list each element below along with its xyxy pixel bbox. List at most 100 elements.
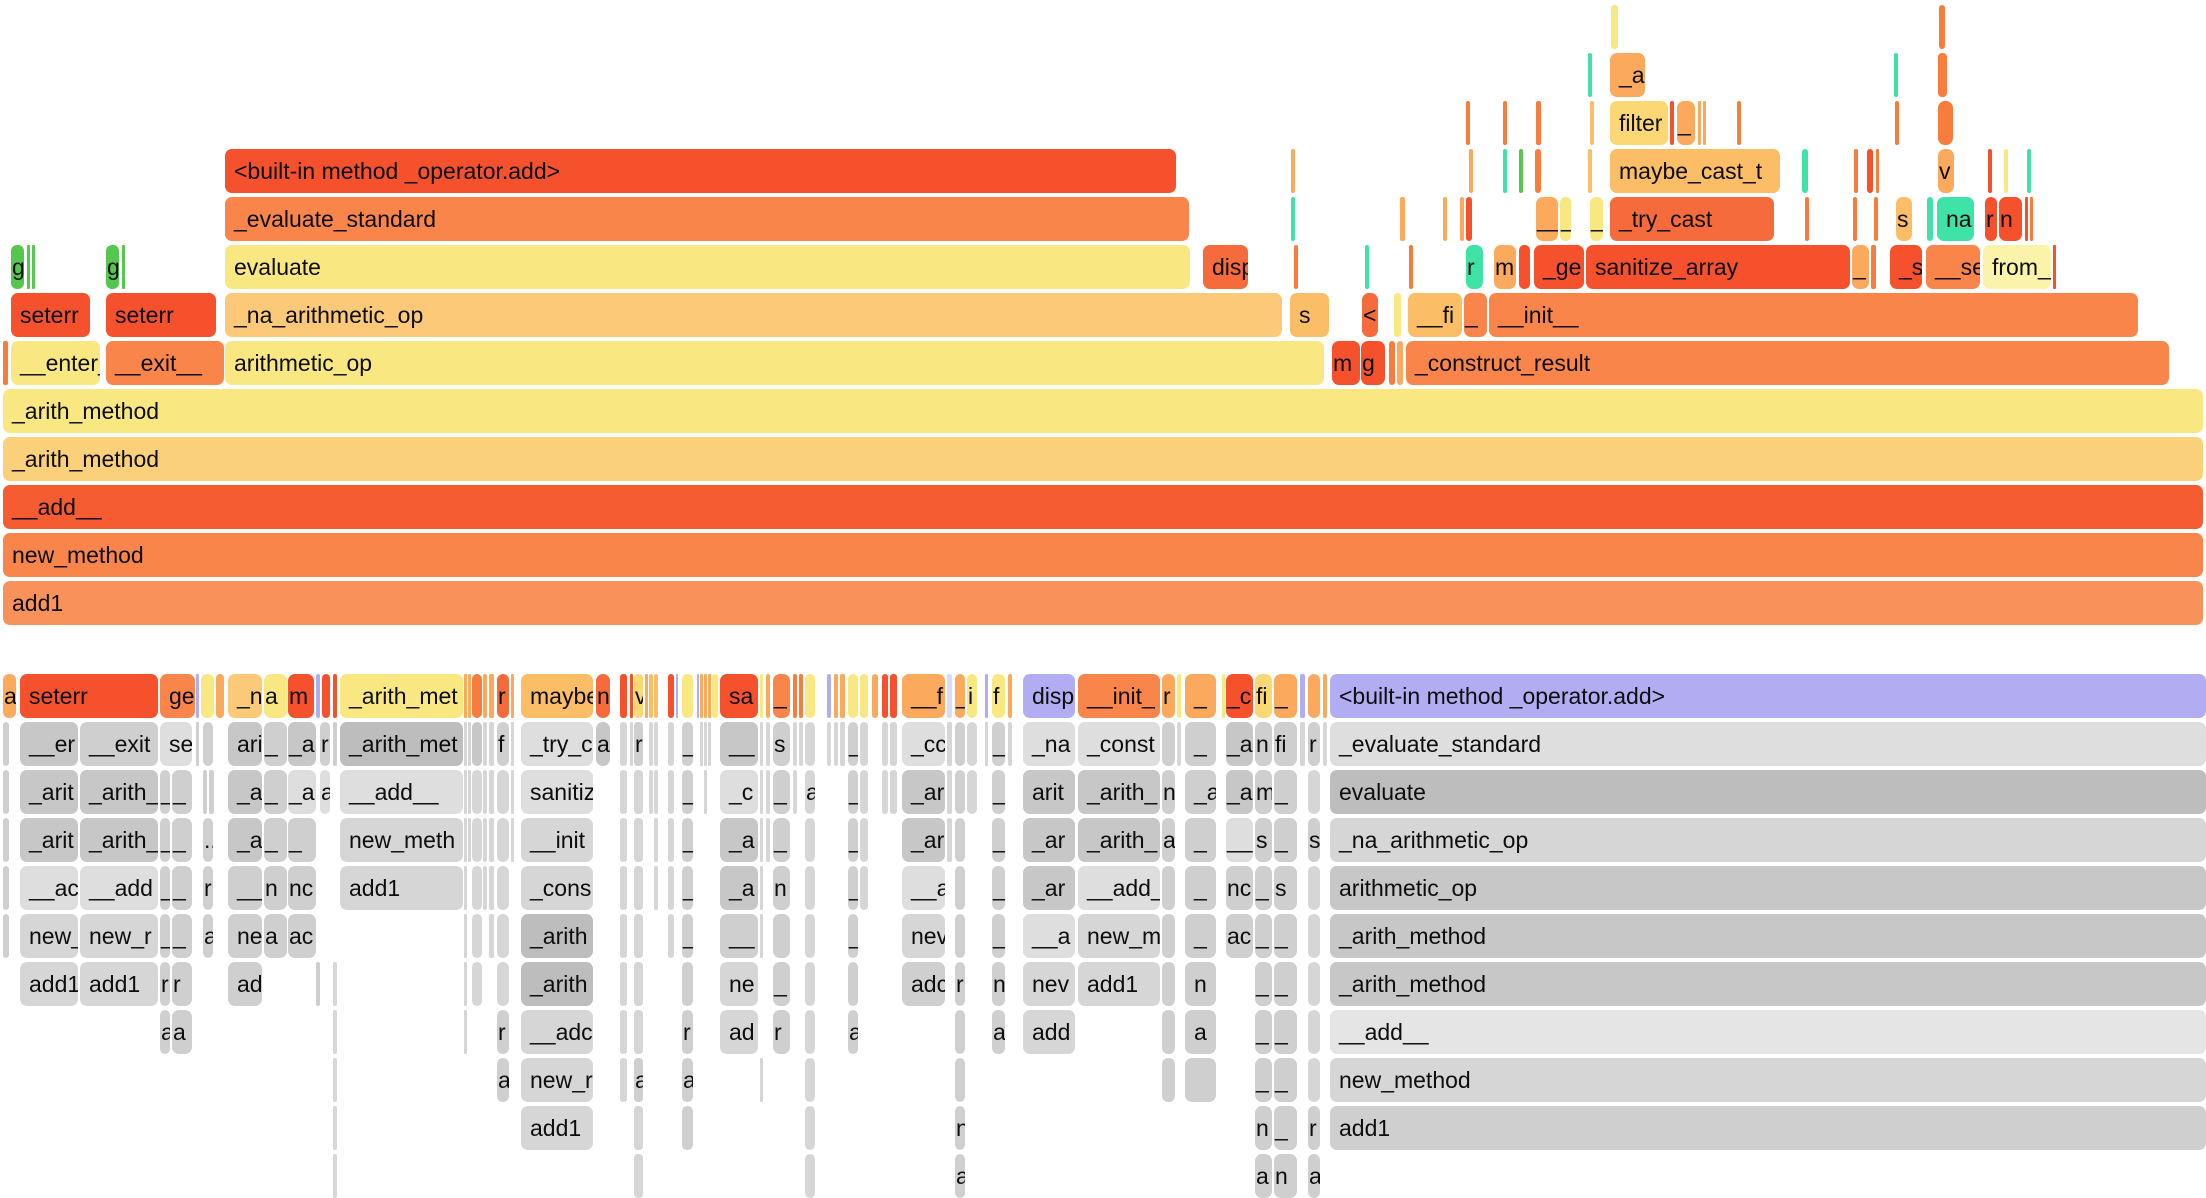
frame-bar-_[interactable]: _ xyxy=(992,818,1005,862)
frame-bar[interactable] xyxy=(489,866,494,910)
frame-bar[interactable] xyxy=(793,674,797,718)
frame-bar[interactable] xyxy=(1308,674,1320,718)
frame-bar-_[interactable]: _ xyxy=(1185,914,1216,958)
frame-bar[interactable] xyxy=(634,770,643,814)
frame-bar[interactable] xyxy=(203,722,213,766)
frame-bar-g[interactable]: g xyxy=(11,245,24,289)
frame-bar[interactable] xyxy=(497,914,509,958)
frame-bar[interactable] xyxy=(620,818,627,862)
frame-bar[interactable] xyxy=(860,770,868,814)
frame-bar[interactable] xyxy=(1588,53,1592,97)
frame-bar-nc[interactable]: nc xyxy=(288,866,316,910)
frame-bar-f[interactable]: f xyxy=(992,674,1005,718)
frame-bar[interactable] xyxy=(1397,341,1403,385)
frame-bar--[interactable]: < xyxy=(1362,293,1378,337)
frame-bar[interactable] xyxy=(1162,1010,1175,1054)
frame-bar[interactable] xyxy=(316,674,320,718)
frame-bar-_arith_[interactable]: _arith_ xyxy=(1078,818,1160,862)
frame-bar-se[interactable]: se xyxy=(160,722,192,766)
frame-bar[interactable] xyxy=(1294,245,1298,289)
frame-bar-add1[interactable]: add1 xyxy=(340,866,463,910)
frame-bar[interactable] xyxy=(1394,293,1401,337)
frame-bar-a[interactable]: a xyxy=(1162,818,1175,862)
frame-bar[interactable] xyxy=(649,674,653,718)
frame-bar[interactable] xyxy=(760,818,763,862)
frame-bar-evaluate[interactable]: evaluate xyxy=(1330,770,2206,814)
frame-bar[interactable] xyxy=(1308,962,1320,1006)
frame-bar-_arith_[interactable]: _arith_ xyxy=(80,818,158,862)
frame-bar[interactable] xyxy=(1894,53,1898,97)
frame-bar-r[interactable]: r xyxy=(1308,1106,1320,1150)
frame-bar-n[interactable]: n xyxy=(1162,770,1175,814)
frame-bar[interactable] xyxy=(1177,722,1181,766)
frame-bar[interactable] xyxy=(834,674,838,718)
frame-bar[interactable] xyxy=(860,722,868,766)
frame-bar[interactable] xyxy=(3,722,9,766)
frame-bar-evaluate[interactable]: evaluate xyxy=(225,245,1190,289)
frame-bar[interactable] xyxy=(1469,149,1473,193)
frame-bar-_[interactable]: _ xyxy=(1274,1106,1297,1150)
frame-bar-ge[interactable]: ge xyxy=(160,674,195,718)
frame-bar[interactable] xyxy=(1443,197,1447,241)
frame-bar-_[interactable]: _ xyxy=(1274,770,1297,814)
frame-bar-r[interactable]: r xyxy=(773,1010,790,1054)
frame-bar[interactable] xyxy=(333,962,337,1006)
frame-bar[interactable] xyxy=(472,818,482,862)
frame-bar[interactable] xyxy=(483,722,487,766)
frame-bar[interactable] xyxy=(1737,101,1741,145)
frame-bar-_ar[interactable]: _ar xyxy=(1023,818,1075,862)
frame-bar-_a[interactable]: _a xyxy=(1185,770,1216,814)
frame-bar[interactable] xyxy=(483,818,487,862)
frame-bar[interactable] xyxy=(472,914,482,958)
frame-bar-r[interactable]: r xyxy=(1162,674,1175,718)
frame-bar[interactable] xyxy=(848,962,858,1006)
frame-bar-ac[interactable]: ac xyxy=(1226,914,1253,958)
frame-bar[interactable] xyxy=(472,674,482,718)
frame-bar[interactable] xyxy=(840,722,845,766)
frame-bar-__[interactable]: __ xyxy=(720,914,758,958)
frame-bar[interactable] xyxy=(1308,1010,1320,1054)
frame-bar-_[interactable]: _ xyxy=(160,866,170,910)
frame-bar[interactable] xyxy=(827,674,831,718)
frame-bar[interactable] xyxy=(1323,674,1327,718)
frame-bar-_a[interactable]: _a xyxy=(1226,770,1253,814)
frame-bar-_[interactable]: _ xyxy=(682,914,693,958)
frame-bar[interactable] xyxy=(700,722,703,766)
frame-bar[interactable] xyxy=(634,1106,643,1150)
frame-bar[interactable] xyxy=(316,962,320,1006)
frame-bar[interactable] xyxy=(712,674,718,718)
frame-bar[interactable] xyxy=(201,674,214,718)
frame-bar-_ar[interactable]: _ar xyxy=(902,770,945,814)
frame-bar[interactable] xyxy=(3,770,9,814)
frame-bar[interactable] xyxy=(464,770,467,814)
frame-bar-ne[interactable]: ne xyxy=(228,914,262,958)
frame-bar[interactable] xyxy=(196,674,199,718)
frame-bar-_try_cast[interactable]: _try_cast xyxy=(1610,197,1774,241)
frame-bar[interactable] xyxy=(860,866,868,910)
frame-bar-n[interactable]: n xyxy=(1255,1106,1272,1150)
frame-bar-v[interactable]: v xyxy=(634,674,643,718)
frame-bar[interactable] xyxy=(1177,674,1181,718)
frame-bar-_try_c[interactable]: _try_c xyxy=(521,722,593,766)
frame-bar[interactable] xyxy=(1853,197,1857,241)
frame-bar-s[interactable]: s xyxy=(1255,818,1272,862)
frame-bar-fi[interactable]: fi xyxy=(1274,722,1297,766)
frame-bar-sa[interactable]: sa xyxy=(720,674,758,718)
frame-bar-__exit__[interactable]: __exit__ xyxy=(106,341,224,385)
frame-bar[interactable] xyxy=(634,1154,643,1198)
frame-bar[interactable] xyxy=(676,674,678,718)
frame-bar--built-in-method-_operator-add-[interactable]: <built-in method _operator.add> xyxy=(225,149,1176,193)
frame-bar[interactable] xyxy=(1876,149,1879,193)
frame-bar[interactable] xyxy=(799,674,803,718)
frame-bar-_[interactable]: _ xyxy=(1255,866,1272,910)
frame-bar-r[interactable]: r xyxy=(1308,722,1320,766)
frame-bar-_[interactable]: _ xyxy=(773,962,790,1006)
frame-bar-__f[interactable]: __f xyxy=(902,674,945,718)
frame-bar[interactable] xyxy=(630,722,633,766)
frame-bar[interactable] xyxy=(947,770,952,814)
frame-bar[interactable] xyxy=(1590,101,1594,145)
frame-bar[interactable] xyxy=(955,1010,965,1054)
frame-bar-_[interactable]: _ xyxy=(1590,197,1603,241)
frame-bar-a[interactable]: a xyxy=(1185,1010,1216,1054)
